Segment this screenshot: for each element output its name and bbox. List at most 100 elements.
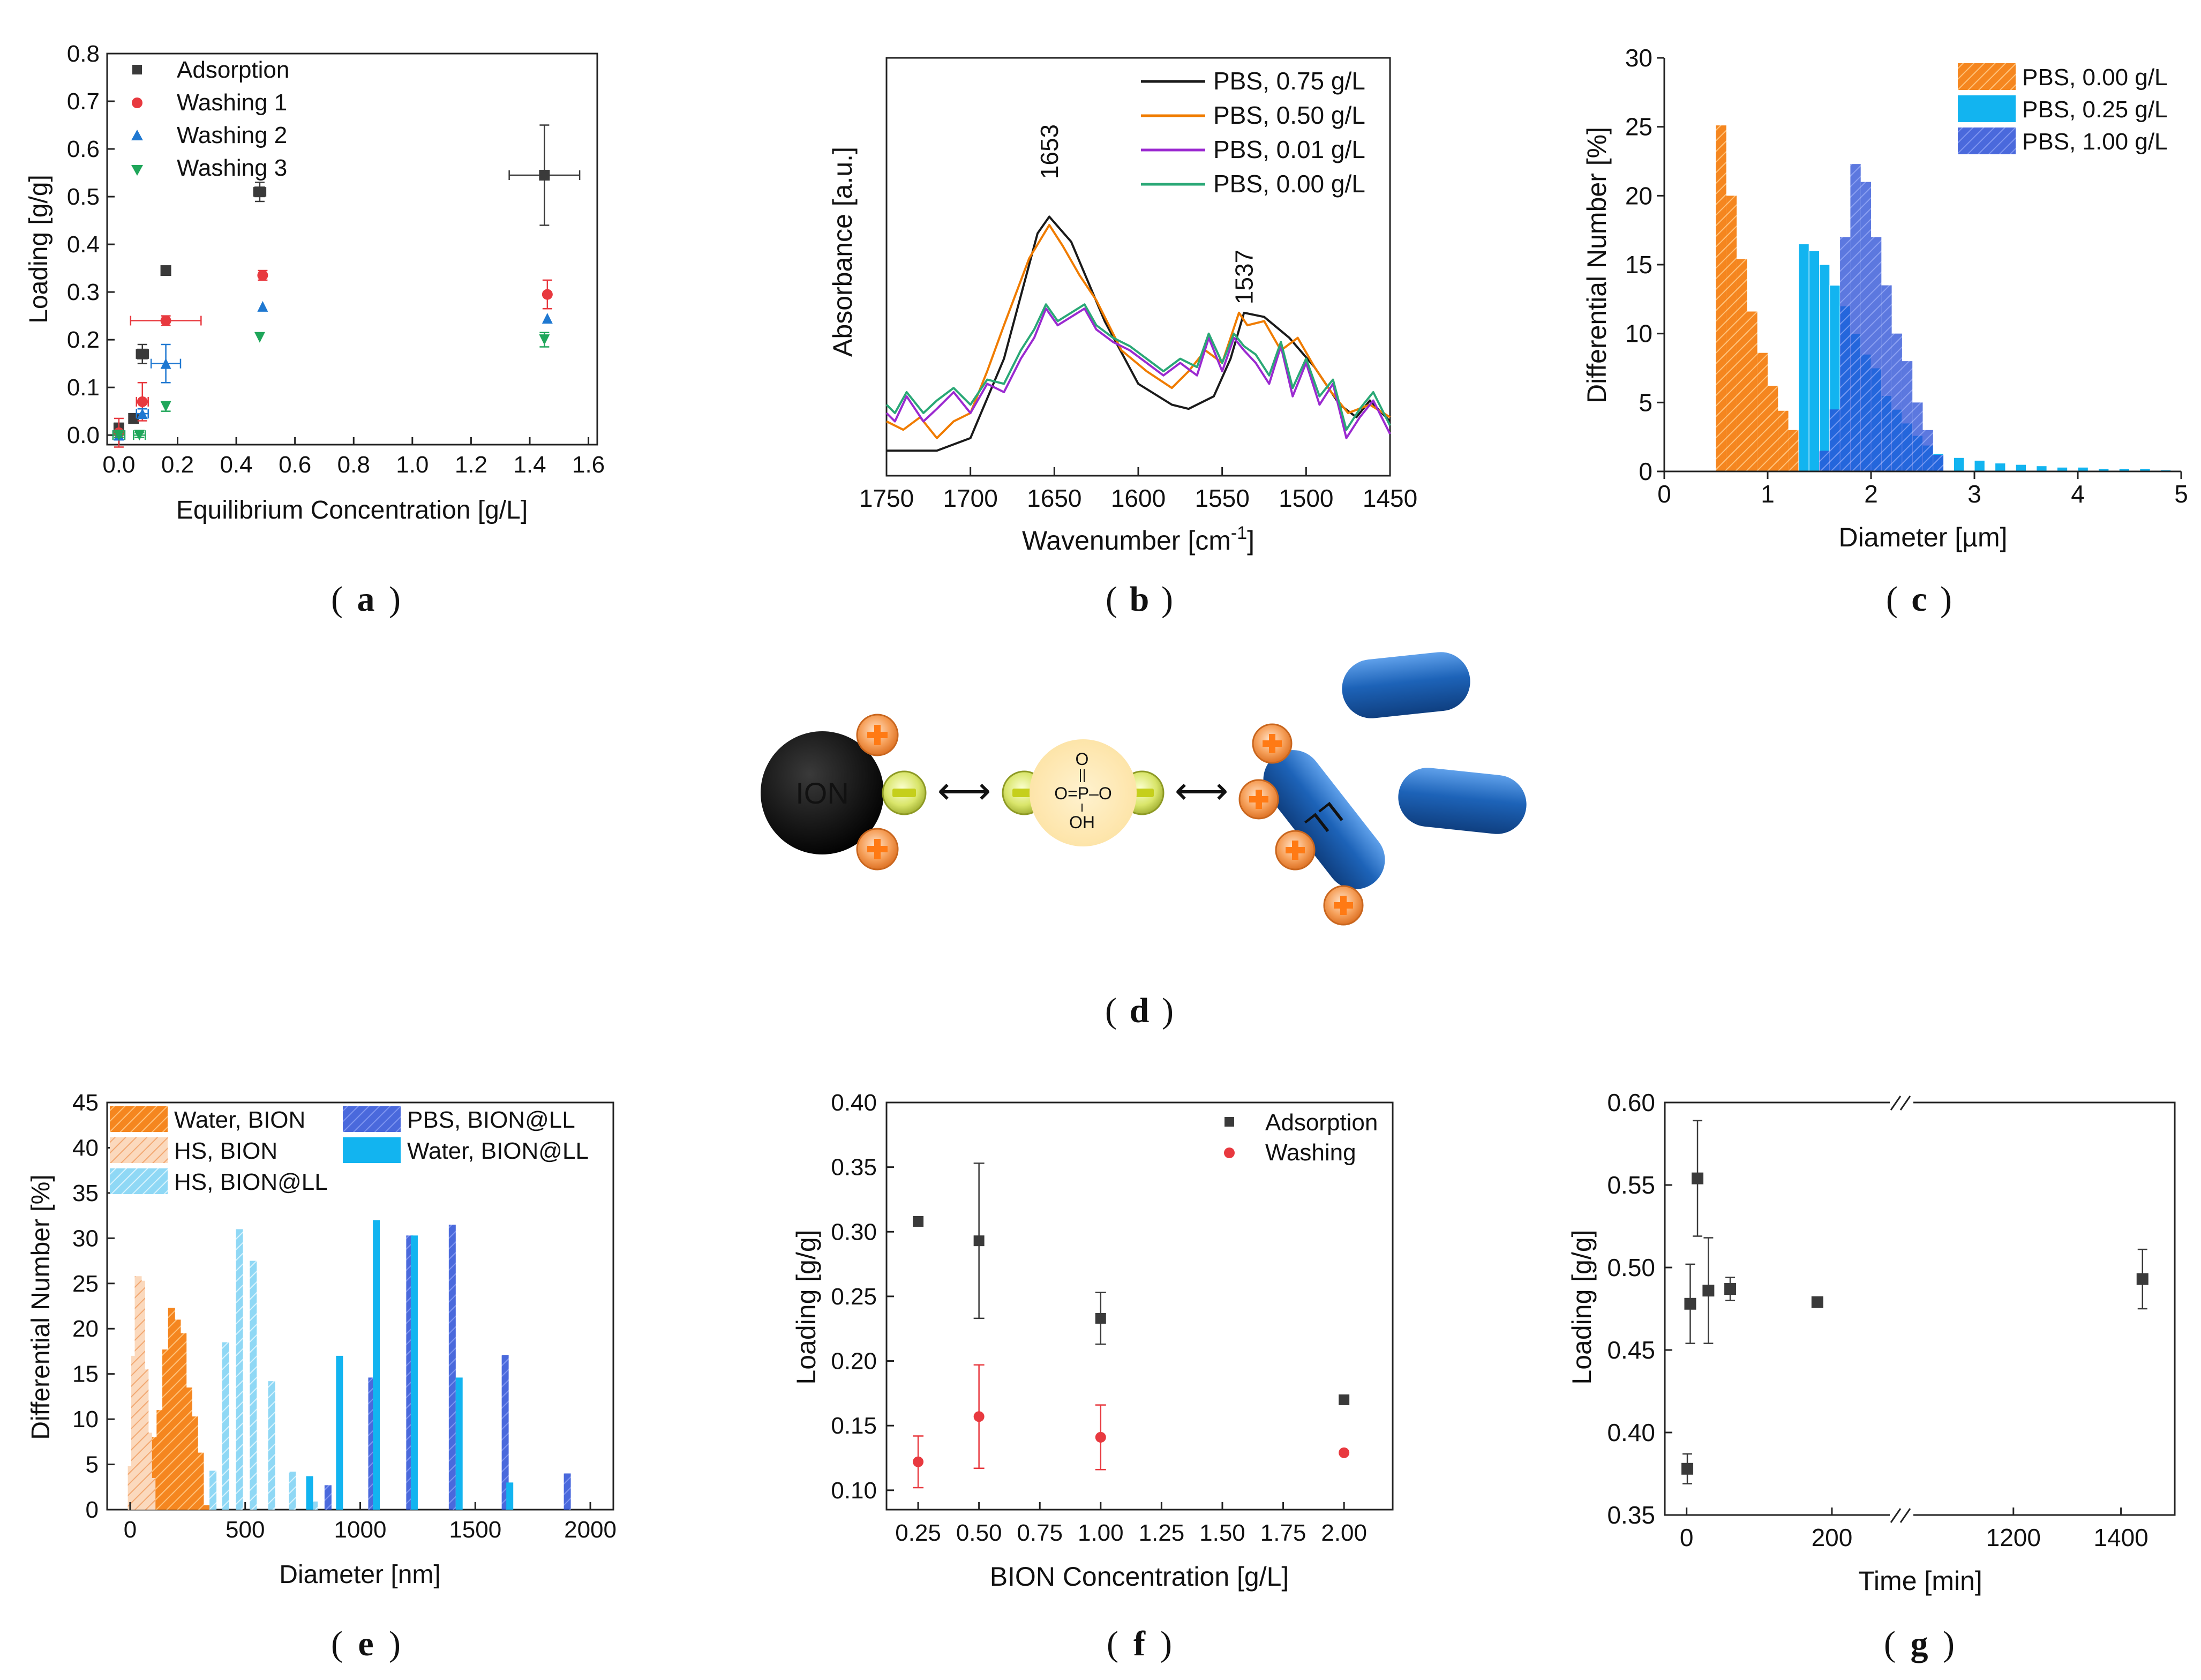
- panel-c-label: c: [1911, 580, 1927, 619]
- data-point: [539, 334, 550, 346]
- panel-a-xlabel: Equilibrium Concentration [g/L]: [176, 496, 528, 524]
- y-tick-label: 0: [86, 1497, 99, 1523]
- data-point: [913, 1456, 924, 1467]
- phosphate-top-o: O: [1076, 749, 1089, 769]
- data-point: [160, 358, 171, 369]
- x-tick-label: 500: [226, 1517, 265, 1543]
- y-tick-label: 35: [72, 1180, 99, 1206]
- panel-g-ticks: 0 200 1200 1400 0.35 0.40 0.45 0.50 0.55 0.60: [1607, 1089, 2148, 1551]
- data-point: [134, 430, 145, 441]
- x-tick-label: 1500: [449, 1517, 501, 1543]
- histogram-bar: [2036, 466, 2047, 472]
- histogram-bar: [156, 1410, 164, 1510]
- y-tick-label: 30: [72, 1225, 99, 1251]
- y-tick-label: 25: [1625, 113, 1652, 141]
- data-point: [542, 289, 553, 300]
- panel-c-ticks: 0 1 2 3 4 5 0 5 10 15 20 25 30: [1625, 44, 2188, 508]
- x-tick-label: 1.25: [1139, 1520, 1185, 1546]
- positive-charge-icon: [856, 828, 899, 871]
- histogram-series: [306, 1220, 514, 1510]
- panel-f-marks: [913, 1162, 1350, 1489]
- panel-g-frame: [1664, 1101, 2176, 1516]
- histogram-bar: [455, 1377, 463, 1510]
- svg-text:(: (: [1106, 580, 1117, 619]
- y-tick-label: 5: [1639, 388, 1652, 416]
- x-tick-label: 0.8: [337, 452, 370, 478]
- histogram-bar: [1891, 333, 1902, 471]
- data-point: [137, 348, 148, 359]
- histogram-bar: [191, 1416, 198, 1510]
- histogram-bar: [506, 1482, 514, 1510]
- data-point: [257, 269, 268, 281]
- svg-text:): ): [1943, 1624, 1955, 1663]
- histogram-bar: [1953, 457, 1965, 472]
- x-tick-label: 1400: [2093, 1524, 2148, 1551]
- x-tick-label: 4: [2071, 480, 2085, 508]
- panel-e-ticks: 0 500 1000 1500 2000 0 5 10 15 20 25 30 35 40 45: [72, 1090, 617, 1543]
- histogram-bar: [564, 1473, 571, 1510]
- svg-text:(: (: [331, 1624, 343, 1663]
- legend-marker-washing-1: [132, 98, 142, 108]
- legend-label-c-pbs-000: PBS, 0.00 g/L: [2022, 64, 2168, 91]
- data-point: [1095, 1431, 1106, 1443]
- legend-swatch-water-bionll: [343, 1137, 401, 1163]
- y-tick-label: 0.60: [1607, 1089, 1655, 1116]
- double-arrow-icon: ⟷: [1175, 770, 1228, 812]
- histogram-bar: [448, 1225, 456, 1510]
- y-tick-label: 0.0: [67, 422, 100, 448]
- legend-marker-f-washing: [1224, 1148, 1235, 1158]
- positive-charge-icon: [1275, 830, 1316, 871]
- legend-label-pbs-001: PBS, 0.01 g/L: [1213, 136, 1365, 163]
- legend-label-c-pbs-025: PBS, 0.25 g/L: [2022, 96, 2168, 123]
- legend-label-water-bion: Water, BION: [174, 1107, 305, 1133]
- x-tick-label: 3: [1967, 480, 1981, 508]
- data-point: [1692, 1172, 1704, 1184]
- y-tick-label: 0.40: [1607, 1419, 1655, 1446]
- histogram-bar: [1737, 259, 1747, 471]
- panel-a-ylabel: Loading [g/g]: [25, 175, 53, 324]
- x-tick-label: 0.0: [102, 452, 135, 478]
- y-tick-label: 20: [1625, 182, 1652, 209]
- y-tick-label: 0.35: [831, 1154, 877, 1181]
- phosphate-bottom-oh: OH: [1069, 813, 1095, 832]
- data-point: [913, 1216, 924, 1227]
- histogram-bar: [168, 1308, 175, 1510]
- legend-label-pbs-075: PBS, 0.75 g/L: [1213, 67, 1365, 95]
- data-point: [542, 313, 553, 324]
- histogram-bar: [1912, 402, 1923, 471]
- panel-c-xlabel: Diameter [µm]: [1839, 522, 2008, 552]
- y-tick-label: 0.30: [831, 1219, 877, 1245]
- histogram-bar: [1840, 237, 1851, 471]
- panel-g-marks: [1681, 1120, 2149, 1484]
- y-tick-label: 0.4: [67, 231, 100, 258]
- svg-text:): ): [1162, 991, 1174, 1030]
- histogram-bar: [1798, 243, 1809, 472]
- panel-g-caption: ( g ): [1884, 1624, 1955, 1663]
- x-tick-label: 200: [1812, 1524, 1853, 1551]
- panel-f-frame: [885, 1101, 1394, 1511]
- legend-label-washing-2: Washing 2: [177, 122, 287, 148]
- histogram-bar: [250, 1261, 257, 1510]
- data-point: [2136, 1273, 2149, 1285]
- panel-a-ticks: 0.0 0.2 0.4 0.6 0.8 1.0 1.2 1.4 1.6 0.0 0.1 0.2 0.3 0…: [67, 41, 605, 478]
- svg-text:(: (: [1105, 991, 1117, 1030]
- legend-label-pbs-000: PBS, 0.00 g/L: [1213, 170, 1365, 198]
- panel-e-legend: Water, BION HS, BION HS, BION@LL PBS, BI…: [110, 1106, 589, 1195]
- histogram-bar: [410, 1235, 418, 1510]
- y-tick-label: 0.35: [1607, 1501, 1655, 1529]
- panel-f-caption: ( f ): [1107, 1624, 1172, 1663]
- svg-text:): ): [389, 1624, 401, 1663]
- y-tick-label: 10: [72, 1406, 99, 1432]
- data-point: [973, 1235, 985, 1247]
- legend-swatch-hs-bion: [110, 1137, 168, 1163]
- panel-d-schematic: ION O O=P–O OH ⟷ ⟷: [761, 652, 1527, 1030]
- y-tick-label: 0.6: [67, 136, 100, 162]
- legend-label-hs-bionll: HS, BION@LL: [174, 1169, 328, 1195]
- ion-label: ION: [795, 776, 849, 810]
- phosphate-middle: O=P–O: [1054, 784, 1112, 803]
- data-point: [1339, 1447, 1350, 1458]
- histogram-bar: [373, 1220, 380, 1510]
- positive-charge-icon: [1238, 779, 1279, 820]
- panel-c-marks: [1716, 125, 2172, 472]
